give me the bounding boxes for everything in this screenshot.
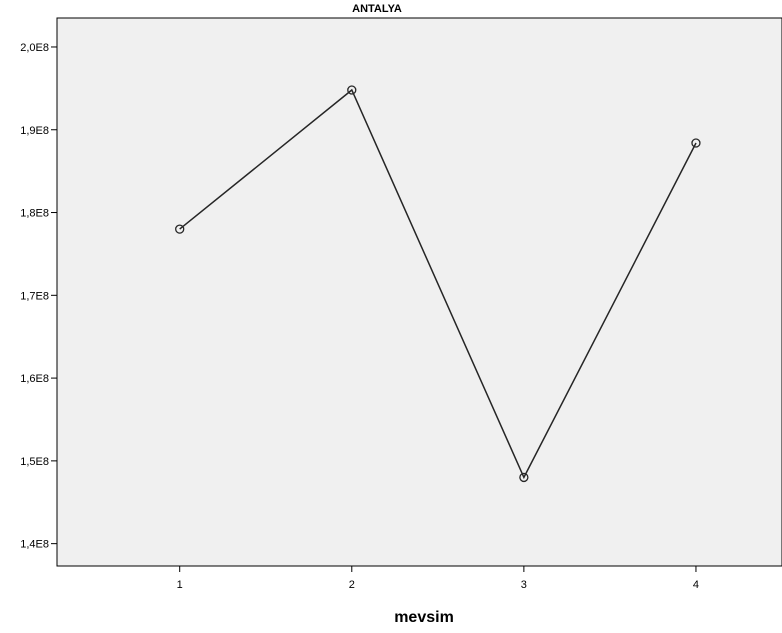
x-axis: 1 2 3 4 [177,566,699,591]
data-point [347,85,357,95]
y-axis: 1,4E8 1,5E8 1,6E8 1,7E8 1,8E8 1,9E8 2,0E8 [20,42,57,551]
chart-title: ANTALYA [352,3,402,15]
y-tick-label: 1,9E8 [20,125,49,137]
y-tick-label: 1,6E8 [20,373,49,385]
x-tick-label: 3 [521,579,527,591]
y-tick-label: 1,8E8 [20,208,49,220]
y-tick-label: 2,0E8 [20,42,49,54]
data-point [175,224,185,234]
series-group [175,85,701,483]
y-tick-label: 1,5E8 [20,456,49,468]
series-line [179,88,697,480]
y-tick-label: 1,7E8 [20,290,49,302]
data-point [691,138,701,148]
x-tick-label: 2 [349,579,355,591]
plot-area [56,17,782,567]
x-tick-label: 1 [177,579,183,591]
data-point [519,472,529,483]
x-tick-label: 4 [693,579,699,591]
x-axis-title: mevsim [394,609,454,626]
y-tick-label: 1,4E8 [20,539,49,551]
